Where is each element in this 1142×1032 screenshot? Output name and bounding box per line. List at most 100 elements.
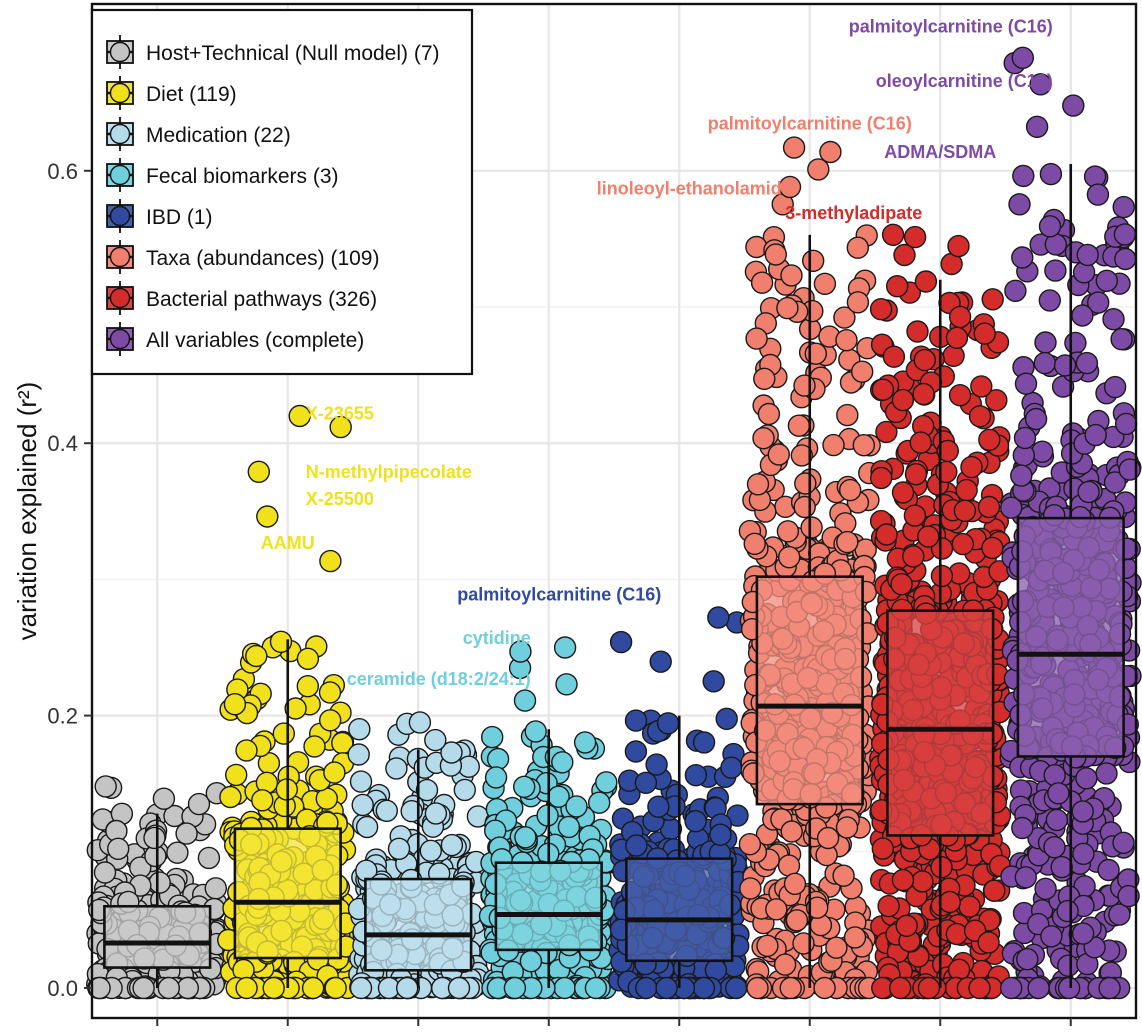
data-point: [968, 976, 991, 1000]
data-point: [973, 322, 996, 345]
data-point: [738, 833, 762, 856]
data-point: [753, 367, 776, 390]
data-point: [773, 953, 797, 976]
data-point: [793, 374, 816, 397]
legend-key-point: [109, 164, 131, 186]
data-point: [802, 249, 825, 272]
data-point: [1108, 903, 1131, 926]
data-point: [1114, 412, 1138, 436]
data-point: [1113, 223, 1137, 246]
data-point: [715, 707, 738, 730]
data-point: [656, 712, 680, 735]
data-point: [553, 976, 576, 1000]
data-point: [893, 243, 916, 267]
data-point: [514, 826, 537, 849]
data-point: [692, 976, 716, 1000]
data-point: [902, 545, 925, 568]
data-point: [1076, 243, 1099, 267]
data-point: [743, 532, 766, 555]
point-annotation: linoleoyl-ethanolamide: [597, 179, 792, 199]
data-point: [1086, 291, 1110, 314]
boxplot-7: [1016, 163, 1125, 988]
data-point: [481, 725, 504, 749]
data-point: [1014, 866, 1038, 889]
data-point: [684, 810, 707, 833]
data-point: [1075, 767, 1098, 790]
point-annotation: N-methylpipecolate: [306, 462, 472, 482]
data-point: [624, 740, 648, 763]
data-point: [1004, 279, 1027, 302]
data-point: [1011, 816, 1034, 840]
data-point: [911, 870, 934, 893]
boxplot-3: [494, 729, 603, 988]
data-point: [1008, 193, 1031, 216]
data-point: [1012, 164, 1035, 188]
data-point: [790, 444, 813, 467]
data-point: [157, 976, 181, 1000]
point-annotation: palmitoylcarnitine (C16): [457, 584, 661, 604]
data-point: [486, 747, 510, 771]
data-point: [565, 795, 588, 818]
data-point: [519, 950, 543, 973]
data-point: [235, 976, 258, 1000]
data-point: [224, 763, 248, 787]
data-point: [106, 837, 130, 860]
data-point: [806, 896, 829, 919]
data-point: [970, 375, 993, 398]
data-point: [355, 815, 379, 839]
data-point: [1011, 246, 1034, 269]
data-point: [1112, 195, 1135, 219]
data-point: [1040, 925, 1063, 948]
legend-entry: Bacterial pathways (326): [106, 281, 377, 315]
data-point: [296, 647, 320, 670]
data-point: [945, 922, 968, 946]
data-point: [1053, 354, 1077, 377]
data-point: [871, 837, 894, 860]
data-point: [1025, 115, 1049, 139]
data-point: [1047, 782, 1070, 805]
legend-label: IBD (1): [146, 206, 213, 229]
legend-label: Taxa (abundances) (109): [146, 247, 379, 270]
data-point: [284, 697, 307, 720]
legend-label: Medication (22): [146, 124, 291, 147]
box-iqr: [233, 827, 342, 960]
data-point: [891, 481, 915, 504]
data-point: [1114, 247, 1137, 271]
data-point: [871, 378, 895, 401]
data-point: [846, 291, 870, 314]
data-point: [419, 839, 442, 862]
data-point: [780, 820, 803, 843]
data-point: [1027, 976, 1050, 1000]
boxplot-2: [364, 749, 473, 988]
data-point: [1077, 480, 1100, 504]
data-point: [779, 976, 802, 1000]
data-point: [903, 225, 927, 249]
data-point: [1011, 46, 1034, 69]
data-point: [1044, 259, 1067, 282]
data-point: [832, 864, 855, 887]
data-point: [262, 976, 285, 1000]
data-point: [143, 826, 166, 850]
point-annotation: X-25500: [306, 489, 374, 509]
data-point: [256, 505, 279, 528]
data-point: [324, 976, 347, 1000]
data-point: [1071, 304, 1094, 327]
data-point: [813, 272, 837, 295]
legend: Host+Technical (Null model) (7) Diet (119…: [90, 8, 474, 376]
data-point: [958, 895, 981, 918]
data-point: [709, 823, 732, 846]
data-point: [807, 158, 830, 181]
data-point: [756, 934, 779, 957]
data-point: [707, 606, 730, 629]
data-point: [851, 360, 874, 383]
data-point: [1064, 331, 1087, 355]
data-point: [951, 532, 974, 556]
data-point: [245, 644, 268, 668]
data-point: [953, 499, 977, 522]
data-point: [269, 630, 293, 653]
data-point: [778, 175, 802, 199]
data-point: [349, 770, 373, 793]
data-point: [319, 549, 342, 573]
data-point: [816, 826, 840, 850]
